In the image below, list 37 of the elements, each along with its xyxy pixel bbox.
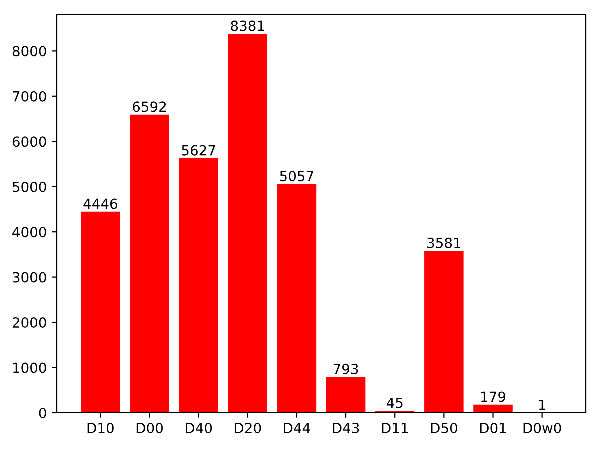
y-tick-label: 8000 — [12, 46, 46, 57]
y-tick-label: 3000 — [12, 272, 46, 283]
bar — [228, 34, 268, 413]
y-tick-label: 1000 — [13, 362, 46, 374]
bar — [326, 377, 366, 413]
data-label: 5627 — [182, 145, 216, 156]
data-label: 1 — [539, 400, 546, 410]
y-tick-label: 5000 — [13, 182, 46, 192]
bar — [424, 251, 464, 413]
x-tick-label: D0w0 — [524, 422, 562, 434]
data-label: 45 — [386, 398, 403, 408]
y-tick-label: 6000 — [12, 136, 46, 148]
x-tick-label: D01 — [480, 422, 506, 434]
data-label: 793 — [334, 364, 358, 374]
y-tick-label: 4000 — [12, 227, 46, 238]
y-tick-label: 0 — [39, 408, 46, 418]
x-tick-label: D44 — [284, 423, 310, 434]
x-tick-label: D10 — [88, 422, 114, 434]
y-tick-label: 7000 — [13, 91, 46, 102]
bar — [277, 184, 317, 413]
bar — [81, 212, 120, 413]
data-label: 4446 — [84, 198, 118, 210]
data-label: 179 — [482, 392, 506, 402]
y-tick-label: 2000 — [12, 318, 46, 328]
bar — [179, 158, 218, 413]
x-tick-label: D50 — [431, 422, 458, 434]
data-label: 5057 — [280, 171, 314, 182]
data-label: 6592 — [133, 102, 166, 112]
x-tick-label: D11 — [382, 423, 408, 434]
x-tick-label: D00 — [136, 422, 164, 434]
data-label: 3581 — [428, 238, 461, 248]
x-tick-label: D40 — [186, 422, 212, 434]
bar — [130, 114, 170, 413]
x-tick-label: D20 — [235, 422, 262, 434]
x-tick-label: D43 — [333, 422, 360, 434]
bar — [474, 404, 513, 413]
data-label: 8381 — [231, 20, 264, 32]
